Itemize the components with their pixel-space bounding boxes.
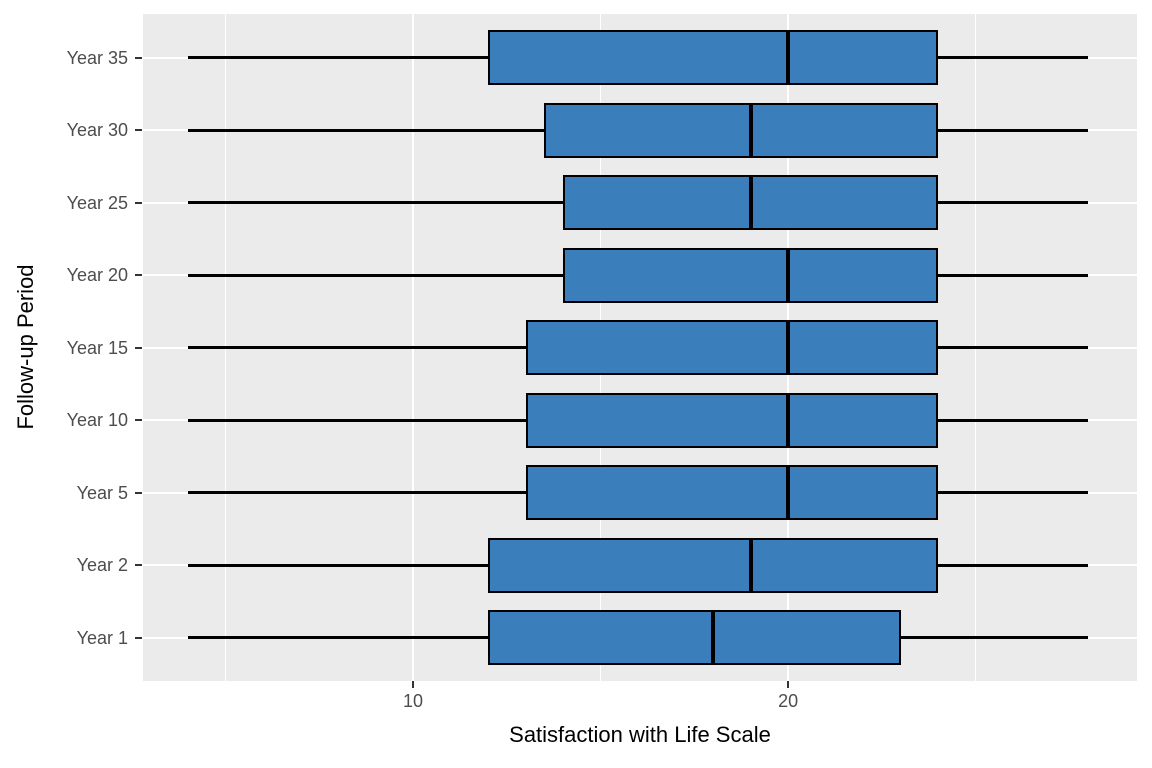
y-tick-label: Year 15 — [66, 337, 128, 358]
median-line — [748, 537, 753, 593]
median-line — [786, 247, 791, 303]
y-tick-label: Year 5 — [76, 482, 128, 503]
median-line — [786, 392, 791, 448]
y-tick — [135, 346, 142, 349]
x-tick — [412, 681, 415, 688]
y-tick-label: Year 1 — [76, 627, 128, 648]
boxplot-box — [544, 102, 939, 158]
median-line — [748, 102, 753, 158]
median-line — [786, 320, 791, 375]
median-line — [786, 30, 791, 85]
x-axis-title: Satisfaction with Life Scale — [509, 722, 771, 747]
boxplot-box — [525, 320, 939, 375]
median-line — [711, 610, 716, 665]
boxplot-box — [488, 610, 901, 665]
y-axis-title: Follow-up Period — [13, 264, 38, 430]
boxplot-box — [525, 392, 939, 448]
median-line — [748, 175, 753, 230]
boxplot-box — [563, 247, 939, 303]
x-tick — [787, 681, 790, 688]
boxplot-box — [525, 465, 939, 520]
boxplot-box — [488, 30, 939, 85]
y-tick-label: Year 10 — [66, 410, 128, 430]
y-tick-label: Year 20 — [66, 265, 128, 285]
y-tick — [135, 491, 142, 494]
boxplot-box — [488, 537, 939, 593]
plot-panel — [143, 14, 1137, 681]
y-tick — [135, 56, 142, 59]
median-line — [786, 465, 791, 520]
y-tick-label: Year 25 — [66, 192, 128, 213]
y-tick-label: Year 35 — [66, 47, 128, 68]
y-tick — [135, 274, 142, 276]
x-tick-label: 20 — [778, 691, 799, 711]
y-tick — [135, 564, 142, 566]
y-tick-label: Year 2 — [76, 555, 128, 575]
y-tick-label: Year 30 — [66, 120, 128, 140]
y-tick — [135, 201, 142, 204]
y-tick — [135, 419, 142, 421]
y-tick — [135, 636, 142, 639]
x-tick-label: 10 — [403, 691, 424, 711]
y-tick — [135, 129, 142, 131]
